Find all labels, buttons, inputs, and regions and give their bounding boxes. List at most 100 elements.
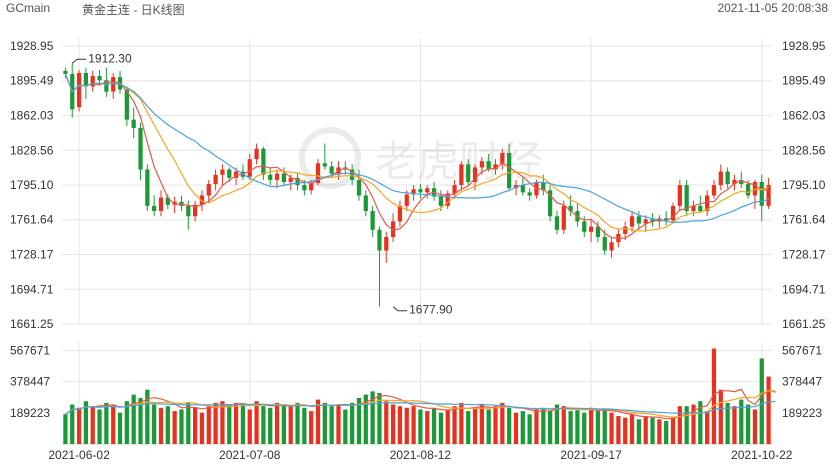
candle-body (500, 152, 505, 165)
volume-bar (554, 404, 560, 444)
candle-body (315, 163, 321, 184)
volume-bar (609, 412, 614, 444)
price-tick-left: 1694.71 (10, 282, 54, 296)
price-tick-right: 1661.25 (782, 317, 826, 331)
volume-bar (418, 409, 423, 444)
volume-tick-right: 567671 (782, 344, 822, 358)
volume-bar (711, 348, 717, 444)
volume-bar (227, 406, 232, 444)
volume-bar (664, 420, 669, 444)
candle-body (152, 205, 157, 212)
candle-body (213, 174, 218, 185)
volume-bar (199, 412, 205, 444)
candle-body (684, 185, 689, 212)
volume-bar (588, 407, 594, 444)
volume-bar (179, 409, 184, 444)
volume-tick-left: 567671 (10, 344, 50, 358)
volume-bar (384, 401, 389, 444)
annotation-label: 1912.30 (88, 51, 132, 65)
annotations: 1912.30 1677.90 (71, 51, 453, 317)
price-tick-right: 1828.56 (782, 143, 826, 157)
volume-bar (493, 406, 498, 444)
candle-body (418, 189, 423, 193)
volume-bar (650, 417, 655, 444)
volume-bar (670, 417, 676, 444)
candle-body (111, 77, 116, 92)
volume-bar (725, 402, 730, 444)
volume-bar (329, 406, 334, 444)
candle-body (711, 185, 717, 196)
volume-bar (213, 402, 218, 444)
volume-bar (131, 394, 136, 444)
candle-body (561, 205, 566, 230)
volume-bars (63, 348, 771, 444)
volume-bar (138, 397, 143, 444)
candle-body (158, 197, 164, 212)
date-tick: 2021-06-02 (48, 448, 110, 462)
candle-body (377, 229, 382, 251)
volume-bar (691, 404, 696, 444)
volume-bar (233, 402, 239, 444)
candle-body (329, 166, 334, 174)
watermark-text: 老虎财经 (375, 137, 543, 186)
candle-body (309, 183, 314, 191)
candle-body (466, 164, 471, 182)
volume-bar (472, 407, 478, 444)
volume-bar (254, 401, 259, 444)
annotation-label: 1677.90 (409, 303, 453, 317)
volume-bar (500, 402, 505, 444)
candle-body (97, 76, 102, 81)
candle-body (643, 219, 648, 224)
candle-body (766, 185, 771, 206)
candles (63, 63, 771, 307)
volume-bar (486, 409, 491, 444)
volume-bar (561, 406, 566, 444)
candle-body (104, 80, 109, 92)
price-tick-right: 1928.95 (782, 39, 826, 53)
volume-bar (104, 402, 109, 444)
price-tick-right: 1761.64 (782, 213, 826, 227)
price-tick-left: 1928.95 (10, 39, 54, 53)
volume-bar (247, 409, 252, 444)
volume-bar (582, 412, 587, 444)
volume-bar (145, 389, 150, 444)
volume-bar (438, 412, 444, 444)
volume-bar (268, 407, 273, 444)
volume-bar (152, 404, 157, 444)
candle-body (261, 148, 266, 175)
candle-body (350, 169, 355, 180)
volume-bar (309, 411, 314, 444)
candle-body (636, 216, 641, 224)
candle-body (76, 72, 82, 108)
volume-bar (370, 391, 375, 444)
volume-bar (356, 397, 362, 444)
volume-bar (527, 414, 532, 444)
candle-body (650, 219, 655, 222)
volume-bar (97, 409, 102, 444)
timestamp: 2021-11-05 20:08:38 (717, 1, 828, 15)
date-tick: 2021-08-12 (390, 448, 452, 462)
volume-bar (623, 417, 628, 444)
candle-body (609, 242, 614, 251)
candle-body (247, 159, 252, 177)
candle-body (520, 185, 525, 193)
candle-body (486, 161, 491, 170)
volume-bar (172, 411, 177, 444)
volume-bar (466, 411, 471, 444)
volume-bar (636, 419, 641, 444)
candle-body (404, 194, 409, 206)
candle-body (295, 177, 300, 186)
price-tick-right: 1694.71 (782, 282, 826, 296)
price-tick-left: 1728.17 (10, 248, 54, 262)
price-tick-right: 1795.10 (782, 178, 826, 192)
volume-bar (404, 407, 409, 444)
candle-body (732, 179, 737, 185)
volume-bar (315, 399, 321, 444)
candle-body (138, 127, 143, 170)
candle-body (493, 164, 498, 170)
date-tick: 2021-07-08 (219, 448, 281, 462)
volume-bar (643, 416, 648, 444)
candle-body (582, 221, 587, 232)
candle-body (698, 205, 703, 212)
